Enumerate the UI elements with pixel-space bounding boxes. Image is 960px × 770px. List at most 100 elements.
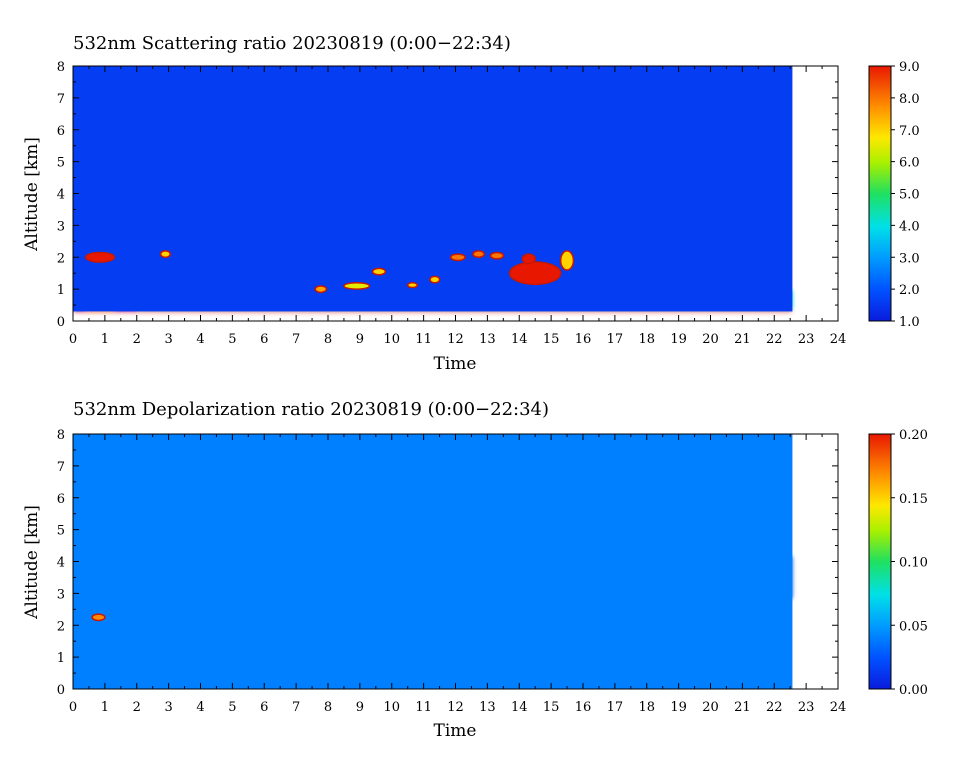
heatmap-cell-patch	[91, 613, 106, 622]
colorbar-tick-label: 0.00	[899, 683, 928, 698]
y-tick-label: 5	[57, 156, 65, 171]
x-tick-label: 21	[734, 332, 751, 347]
colorbar-tick-label: 9.0	[899, 60, 920, 75]
x-tick-label: 4	[196, 332, 204, 347]
x-axis-label: Time	[434, 354, 477, 374]
x-tick-label: 19	[670, 700, 687, 715]
y-tick-label: 7	[57, 92, 65, 107]
y-axis: 0 1 2 3 4 5 6 7 8	[57, 428, 838, 698]
x-tick-label: 20	[702, 700, 719, 715]
x-tick-label: 12	[447, 332, 464, 347]
x-tick-label: 3	[164, 332, 172, 347]
x-tick-label: 17	[607, 700, 624, 715]
x-tick-label: 16	[575, 332, 592, 347]
x-tick-label: 17	[607, 332, 624, 347]
colorbar	[868, 65, 892, 322]
x-tick-label: 11	[415, 332, 432, 347]
colorbar-ticks: 0.00 0.05 0.10 0.15 0.20	[891, 428, 928, 698]
heatmap-layer	[73, 66, 793, 313]
x-tick-label: 7	[292, 700, 300, 715]
colorbar	[868, 433, 892, 690]
x-tick-label: 9	[356, 332, 364, 347]
x-tick-label: 15	[543, 700, 560, 715]
colorbar-tick-label: 0.05	[899, 619, 928, 634]
y-tick-label: 8	[57, 428, 65, 443]
x-tick-label: 12	[447, 700, 464, 715]
x-tick-label: 5	[228, 700, 236, 715]
scattering-ratio-panel: 532nm Scattering ratio 20230819 (0:00−22…	[22, 33, 920, 374]
x-tick-label: 1	[101, 332, 109, 347]
colorbar-tick-label: 4.0	[899, 219, 920, 234]
heatmap-cell-patch	[314, 285, 328, 294]
colorbar-tick-label: 3.0	[899, 251, 920, 266]
colorbar-tick-label: 1.0	[899, 315, 920, 330]
y-tick-label: 4	[57, 188, 65, 203]
y-tick-label: 3	[57, 219, 65, 234]
heatmap-cell-background	[73, 66, 793, 312]
x-tick-label: 11	[415, 700, 432, 715]
heatmap-cell-patch	[449, 253, 466, 262]
y-tick-label: 0	[57, 315, 65, 330]
heatmap-cell-patch	[371, 267, 387, 276]
x-tick-label: 10	[383, 332, 400, 347]
y-tick-label: 5	[57, 524, 65, 539]
x-tick-label: 0	[69, 700, 77, 715]
x-tick-label: 18	[638, 332, 655, 347]
colorbar-tick-label: 2.0	[899, 283, 920, 298]
x-axis: 0 1 2 3 4 5 6 7 8 9 10 11 12 13 14 15 16 17 18 19 20 21 22 23 24	[69, 66, 846, 347]
x-tick-label: 1	[101, 700, 109, 715]
x-tick-label: 14	[511, 332, 528, 347]
colorbar-tick-label: 0.20	[899, 428, 928, 443]
x-tick-label: 15	[543, 332, 560, 347]
y-tick-label: 1	[57, 283, 65, 298]
heatmap-cell-patch	[508, 261, 562, 286]
x-tick-label: 9	[356, 700, 364, 715]
heatmap-cell-patch	[472, 250, 485, 258]
y-tick-label: 6	[57, 124, 65, 139]
heatmap-cell-patch	[521, 253, 536, 265]
colorbar-tick-label: 6.0	[899, 156, 920, 171]
x-tick-label: 8	[324, 700, 332, 715]
y-tick-label: 1	[57, 651, 65, 666]
y-tick-label: 6	[57, 492, 65, 507]
x-tick-label: 7	[292, 332, 300, 347]
x-tick-label: 10	[383, 700, 400, 715]
x-tick-label: 6	[260, 332, 268, 347]
heatmap-cell-patch	[343, 282, 371, 290]
x-tick-label: 4	[196, 700, 204, 715]
x-tick-label: 20	[702, 332, 719, 347]
x-tick-label: 23	[798, 700, 815, 715]
x-axis: 0 1 2 3 4 5 6 7 8 9 10 11 12 13 14 15 16 17 18 19 20 21 22 23 24	[69, 434, 846, 715]
x-tick-label: 21	[734, 700, 751, 715]
colorbar-tick-label: 0.15	[899, 492, 928, 507]
x-tick-label: 16	[575, 700, 592, 715]
x-tick-label: 18	[638, 700, 655, 715]
y-tick-label: 0	[57, 683, 65, 698]
chart-title: 532nm Scattering ratio 20230819 (0:00−22…	[73, 33, 511, 54]
x-tick-label: 22	[766, 700, 783, 715]
depolarization-ratio-panel: 532nm Depolarization ratio 20230819 (0:0…	[22, 399, 928, 741]
colorbar-tick-label: 8.0	[899, 92, 920, 107]
x-tick-label: 2	[133, 332, 141, 347]
heatmap-cell-patch	[559, 250, 575, 271]
x-tick-label: 5	[228, 332, 236, 347]
y-tick-label: 8	[57, 60, 65, 75]
heatmap-cell-patch	[159, 250, 171, 258]
x-tick-label: 23	[798, 332, 815, 347]
y-axis-label: Altitude [km]	[22, 505, 42, 620]
heatmap-cell-background	[73, 434, 793, 689]
heatmap-layer	[73, 434, 793, 689]
x-tick-label: 3	[164, 700, 172, 715]
x-tick-label: 13	[479, 700, 496, 715]
x-axis-label: Time	[434, 721, 477, 741]
y-tick-label: 2	[57, 619, 65, 634]
colorbar-tick-label: 7.0	[899, 124, 920, 139]
x-tick-label: 22	[766, 332, 783, 347]
x-tick-label: 8	[324, 332, 332, 347]
x-tick-label: 0	[69, 332, 77, 347]
colorbar-ticks: 1.0 2.0 3.0 4.0 5.0 6.0 7.0 8.0 9.0	[891, 60, 920, 330]
x-tick-label: 6	[260, 700, 268, 715]
y-tick-label: 2	[57, 251, 65, 266]
colorbar-tick-label: 0.10	[899, 556, 928, 571]
